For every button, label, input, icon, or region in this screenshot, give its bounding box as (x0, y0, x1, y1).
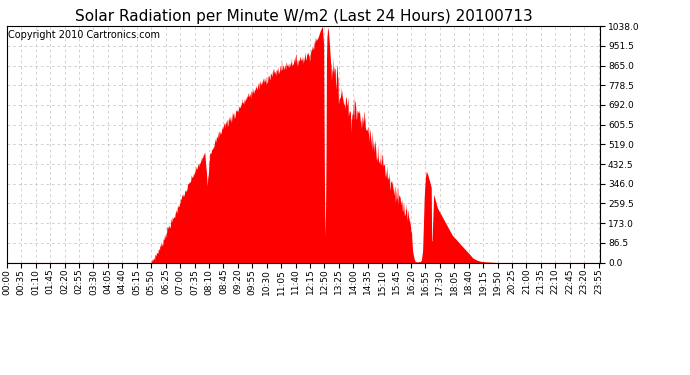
Text: Copyright 2010 Cartronics.com: Copyright 2010 Cartronics.com (8, 30, 160, 40)
Title: Solar Radiation per Minute W/m2 (Last 24 Hours) 20100713: Solar Radiation per Minute W/m2 (Last 24… (75, 9, 533, 24)
